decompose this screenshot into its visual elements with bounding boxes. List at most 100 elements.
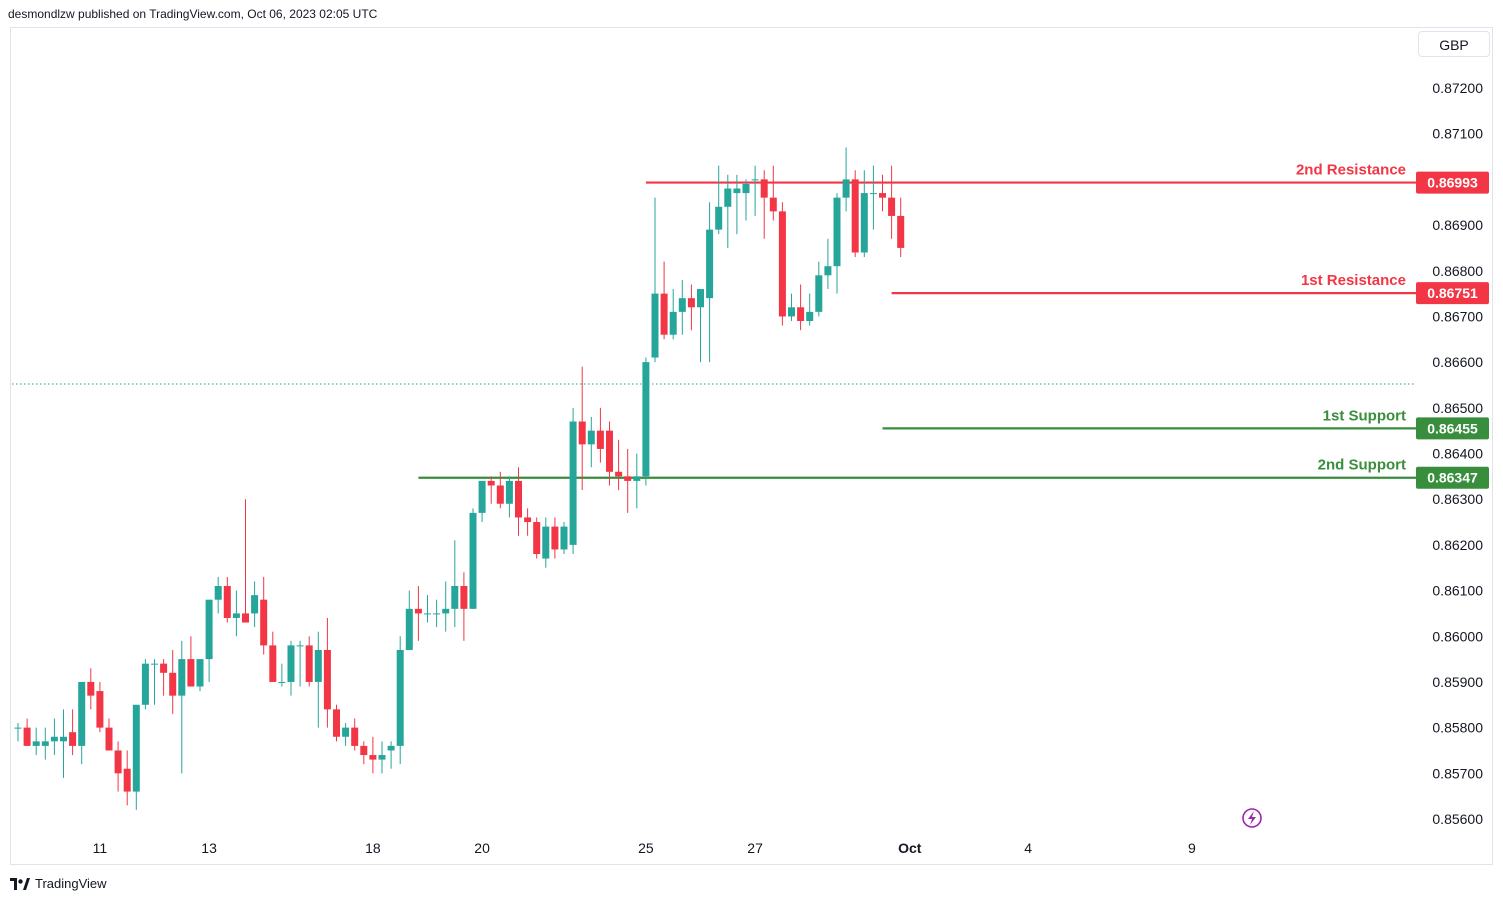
candle-body (114, 750, 122, 774)
candle-body (715, 206, 723, 230)
price-tick-label: 0.87100 (1432, 126, 1483, 142)
candle-body (178, 659, 186, 696)
level-badge-text-1: 0.86993 (1427, 175, 1478, 191)
candle-body (569, 421, 577, 545)
candle-body (296, 645, 304, 647)
candle-body (78, 681, 86, 746)
candle-body (433, 613, 441, 615)
chart-frame (10, 27, 1493, 865)
candle (160, 659, 168, 696)
candle (788, 293, 795, 322)
candle-body (305, 645, 313, 682)
candle-body (196, 659, 204, 687)
candle-body (342, 727, 350, 737)
candle-body (287, 645, 295, 682)
level-label-4: 2nd Support (1318, 457, 1406, 474)
levels-layer: 2nd Resistance 1st Resistance 1st Support 2… (12, 162, 1416, 479)
candle-body (23, 727, 31, 746)
candle-body (888, 197, 896, 216)
candle (414, 585, 422, 641)
candle (460, 572, 468, 641)
level-label-1: 2nd Resistance (1296, 162, 1406, 179)
candle-body (760, 179, 768, 198)
candle (560, 522, 568, 555)
candle-body (587, 430, 595, 445)
candle-body (251, 595, 259, 614)
price-tick-label: 0.85600 (1432, 811, 1483, 827)
candle (624, 448, 632, 513)
candle-body (742, 183, 750, 194)
candle-body (788, 307, 795, 317)
candle-body (897, 215, 905, 248)
candle (251, 581, 259, 628)
candle-body (542, 526, 550, 559)
candle-body (624, 476, 632, 481)
candle-body (123, 768, 131, 792)
candle-body (806, 311, 814, 322)
candle-body (733, 188, 741, 194)
candle (424, 595, 431, 623)
candle (87, 668, 95, 710)
candle (141, 659, 149, 710)
candle (351, 718, 359, 751)
candle-body (687, 298, 695, 308)
candle (733, 174, 741, 235)
level-label-3: 1st Support (1323, 407, 1406, 424)
candle (123, 750, 131, 806)
candle (451, 540, 459, 628)
candle (715, 165, 723, 235)
level-badge-1 (1416, 171, 1489, 194)
candle (496, 471, 504, 509)
candle-body (414, 608, 422, 614)
level-label-2: 1st Resistance (1301, 272, 1406, 289)
candle-body (141, 663, 149, 705)
candle (524, 508, 532, 536)
candle (60, 709, 67, 778)
footer-brand[interactable]: TradingView (10, 876, 107, 891)
candle (214, 576, 222, 614)
candle (869, 165, 877, 230)
candle (132, 704, 140, 810)
level-badge-text-3: 0.86455 (1427, 420, 1478, 436)
candle (879, 174, 886, 212)
candle (633, 453, 641, 509)
candle-body (96, 691, 104, 728)
candle (742, 179, 750, 221)
candle-body (724, 188, 732, 207)
candle (169, 649, 177, 714)
candle (569, 407, 577, 555)
time-tick-label: Oct (898, 840, 922, 856)
candle-body (651, 293, 659, 358)
candle (824, 238, 832, 290)
publisher-info: desmondlzw published on TradingView.com,… (8, 7, 378, 21)
candle (396, 636, 404, 765)
candles-layer (14, 147, 905, 810)
candle (442, 581, 450, 632)
candle-body (242, 613, 249, 623)
candle-body (169, 672, 177, 696)
candle (678, 279, 686, 335)
candle-body (132, 704, 140, 792)
candle (369, 736, 377, 774)
candle-body (32, 741, 40, 746)
candle-body (50, 736, 58, 742)
candle-body (869, 193, 877, 195)
currency-button[interactable]: GBP (1418, 31, 1490, 57)
candle (551, 517, 559, 559)
candle (342, 723, 350, 746)
candle (269, 631, 277, 682)
candle-body (278, 681, 286, 683)
candle-body (642, 362, 650, 477)
candle-body (151, 663, 158, 665)
candle (469, 508, 477, 609)
level-badge-text-4: 0.86347 (1427, 470, 1478, 486)
candle-body (387, 745, 395, 751)
time-tick-label: 4 (1024, 840, 1032, 856)
candle-body (524, 517, 532, 523)
candle (151, 659, 158, 705)
candle-body (323, 649, 331, 710)
candle-body (87, 681, 95, 696)
candle-body (815, 275, 823, 312)
flash-icon[interactable] (1242, 808, 1262, 828)
